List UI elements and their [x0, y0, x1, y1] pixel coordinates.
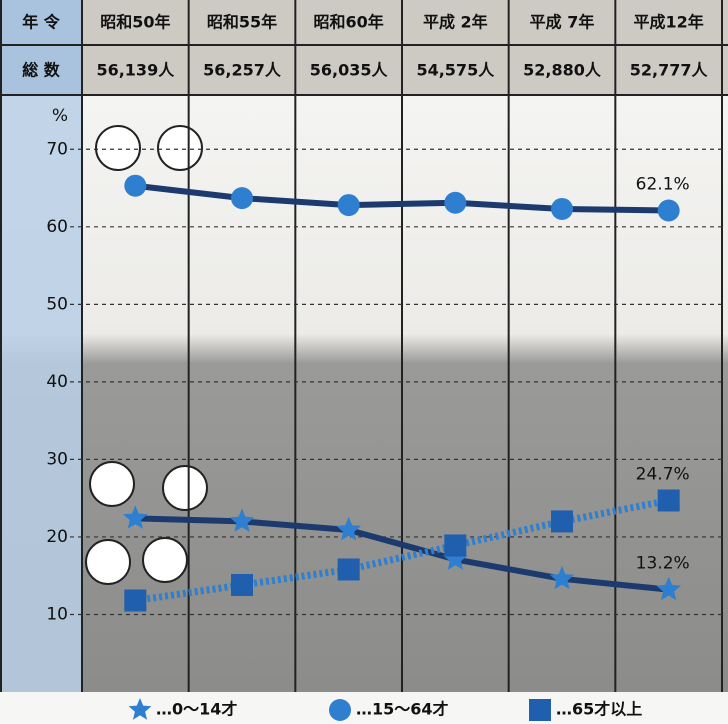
y-tick-label: 40 — [46, 372, 68, 392]
legend-marker — [128, 698, 152, 720]
header-background — [0, 0, 728, 95]
y-unit: % — [52, 106, 68, 126]
category-label: 平成12年 — [634, 13, 704, 32]
value-label: 24.7% — [636, 464, 690, 484]
legend-item: …15〜64才 — [329, 699, 449, 721]
total-label: 52,777人 — [630, 61, 709, 80]
data-point — [549, 565, 575, 590]
value-label: 62.1% — [636, 175, 690, 195]
axis-band — [0, 95, 82, 692]
data-point — [657, 199, 680, 222]
header-label-cell — [0, 0, 82, 95]
total-label: 56,257人 — [203, 61, 282, 80]
data-point — [444, 534, 467, 557]
data-point — [123, 505, 148, 529]
plot-background — [0, 95, 728, 692]
series-line — [135, 515, 669, 593]
category-label: 昭和60年 — [314, 13, 384, 32]
y-tick-label: 10 — [46, 604, 68, 624]
data-point — [336, 517, 361, 541]
total-label: 54,575人 — [416, 61, 495, 80]
category-label: 平成 7年 — [530, 13, 595, 32]
y-tick-label: 20 — [46, 527, 68, 547]
legend-background — [0, 692, 728, 724]
legend-marker — [529, 699, 551, 721]
series-line — [134, 497, 670, 604]
value-label: 13.2% — [636, 554, 690, 574]
y-tick-label: 60 — [46, 217, 68, 237]
legend-marker — [329, 699, 351, 721]
data-point — [231, 187, 253, 210]
data-point — [231, 574, 253, 597]
legend-label: …15〜64才 — [356, 700, 449, 719]
category-label: 平成 2年 — [423, 13, 488, 32]
header-label: 年 令 — [22, 13, 61, 32]
total-label: 56,139人 — [96, 61, 175, 80]
data-point — [124, 174, 147, 197]
data-point — [337, 194, 360, 217]
data-point — [443, 546, 468, 570]
legend-item: …65才以上 — [529, 699, 642, 721]
data-point — [551, 197, 573, 220]
data-point — [229, 508, 255, 532]
data-point — [444, 191, 467, 214]
legend-label: …65才以上 — [556, 700, 642, 719]
legend-item: …0〜14才 — [128, 698, 237, 720]
total-label: 52,880人 — [523, 61, 602, 80]
series-line — [134, 182, 669, 214]
category-label: 昭和55年 — [207, 13, 277, 32]
y-tick-label: 30 — [46, 449, 68, 469]
decor-faces — [85, 125, 208, 585]
data-point — [551, 510, 573, 533]
total-label: 56,035人 — [310, 61, 389, 80]
data-point — [657, 489, 680, 512]
y-tick-label: 50 — [46, 294, 68, 314]
totals-label: 総 数 — [22, 61, 61, 80]
y-tick-label: 70 — [46, 139, 68, 159]
data-point — [124, 589, 147, 612]
category-label: 昭和50年 — [100, 13, 170, 32]
data-point — [337, 558, 360, 581]
legend-label: …0〜14才 — [156, 700, 237, 719]
data-point — [656, 576, 681, 601]
